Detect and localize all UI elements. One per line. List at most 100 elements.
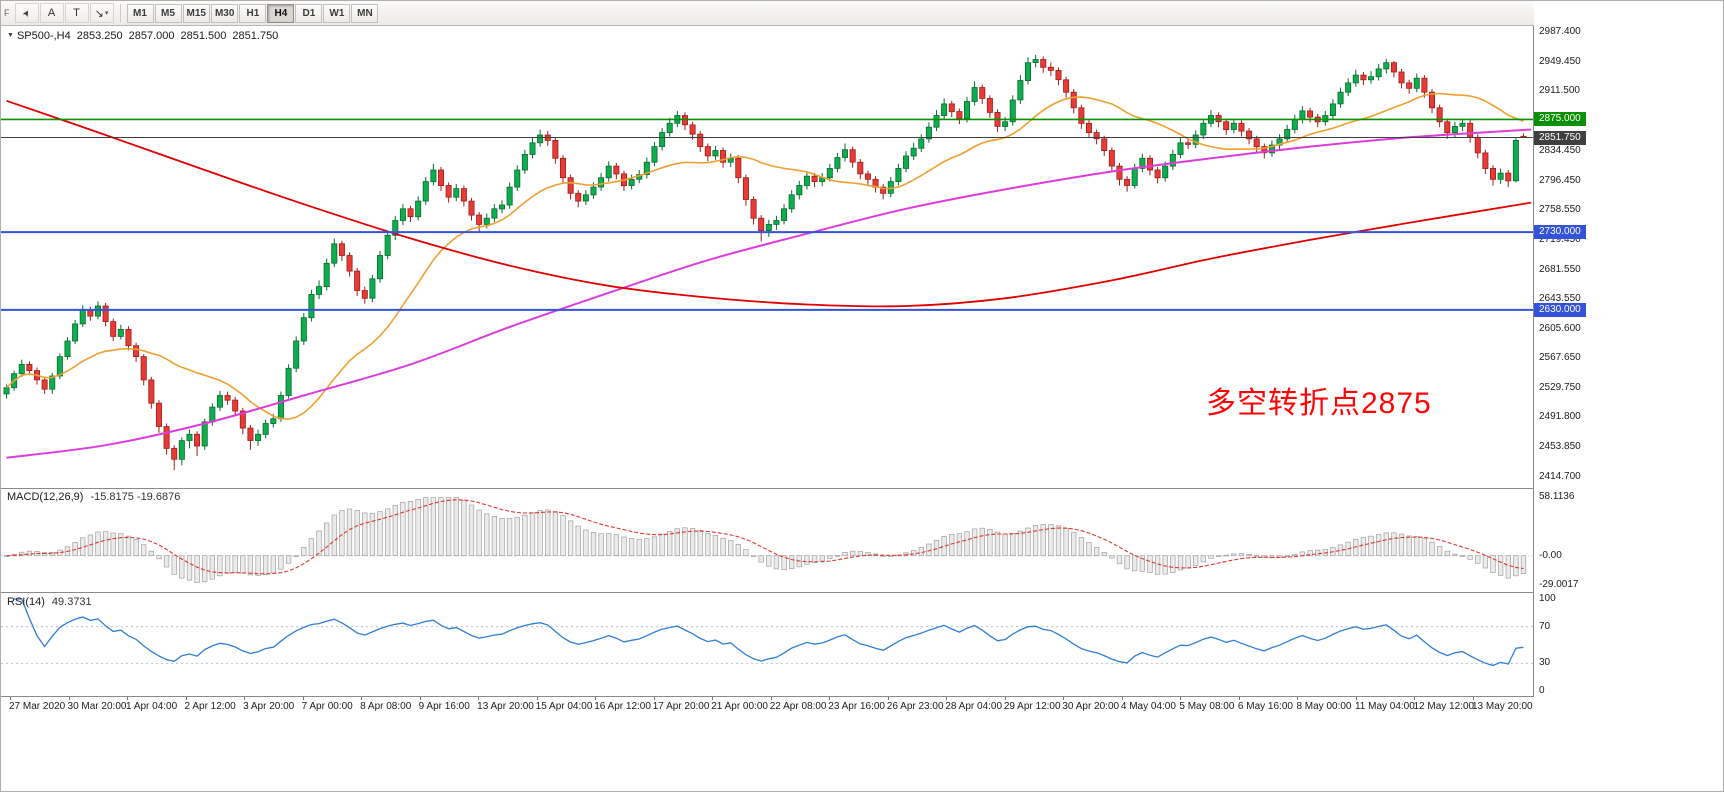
- time-tick: [1355, 697, 1357, 700]
- time-tick: [1297, 697, 1299, 700]
- high-value: 2857.000: [128, 30, 175, 42]
- time-tick: [887, 697, 889, 700]
- axis-tick-label: 2758.550: [1539, 203, 1581, 215]
- time-label: 2 Apr 12:00: [184, 701, 236, 712]
- trendline-tool-button[interactable]: T: [64, 3, 89, 23]
- time-label: 23 Apr 16:00: [828, 701, 885, 712]
- time-tick: [10, 697, 11, 700]
- time-tick: [653, 697, 655, 700]
- time-label: 9 Apr 16:00: [418, 701, 470, 712]
- axis-tick-label: 2567.650: [1539, 352, 1581, 364]
- axis-tick-label: 2643.550: [1539, 293, 1581, 305]
- draw-arrows-dropdown-button[interactable]: ↘ ▾: [89, 3, 114, 23]
- time-label: 13 Apr 20:00: [477, 701, 534, 712]
- toolbar-prefix-label: F: [4, 8, 10, 18]
- rsi-line: [14, 598, 1524, 667]
- axis-tick-label: -29.0017: [1539, 579, 1579, 590]
- time-label: 30 Mar 20:00: [67, 701, 127, 712]
- time-label: 16 Apr 12:00: [594, 701, 651, 712]
- trendline-icon: T: [73, 7, 80, 19]
- axis-tick-label: 2453.850: [1539, 440, 1581, 452]
- price-axis[interactable]: 2987.400 2949.450 2911.500 2834.450 2796.450…: [1534, 1, 1723, 791]
- macd-name: MACD(12,26,9): [7, 491, 84, 503]
- time-label: 17 Apr 20:00: [652, 701, 710, 712]
- rsi-name: RSI(14): [7, 596, 45, 608]
- macd-chart-canvas[interactable]: [1, 489, 1533, 592]
- time-tick: [419, 697, 421, 700]
- time-tick: [1473, 697, 1474, 700]
- axis-tick-label: 2834.450: [1539, 144, 1581, 156]
- macd-indicator-pane[interactable]: [1, 489, 1533, 593]
- macd-values: -15.8175 -19.6876: [90, 491, 181, 503]
- time-label: 27 Mar 2020: [9, 701, 66, 712]
- axis-tick-label: 100: [1539, 593, 1556, 604]
- arrow-tool-icon: ↘: [94, 7, 104, 20]
- macd-indicator-label: MACD(12,26,9) -15.8175 -19.6876: [7, 491, 180, 503]
- time-axis[interactable]: 27 Mar 2020 30 Mar 20:00 1 Apr 04:00 2 Apr …: [1, 697, 1533, 715]
- time-label: 13 May 20:00: [1472, 701, 1533, 712]
- time-label: 8 Apr 08:00: [360, 701, 412, 712]
- timeframe-button-d1[interactable]: D1: [295, 4, 323, 23]
- rsi-indicator-pane[interactable]: [1, 593, 1533, 697]
- ma-red-line: [6, 99, 1532, 308]
- axis-tick-label: 2796.450: [1539, 174, 1581, 186]
- axis-divider: [1533, 26, 1534, 697]
- price-badge: 2630.000: [1534, 302, 1586, 317]
- time-tick: [244, 697, 246, 700]
- timeframe-button-m30[interactable]: M30: [210, 4, 239, 23]
- time-label: 3 Apr 20:00: [243, 701, 295, 712]
- text-tool-icon: A: [47, 7, 56, 19]
- time-tick: [361, 697, 363, 700]
- time-label: 1 Apr 04:00: [126, 701, 178, 712]
- axis-tick-label: 2949.450: [1539, 55, 1581, 67]
- time-label: 5 May 08:00: [1179, 701, 1235, 712]
- symbol-name: SP500-,H4: [16, 30, 71, 42]
- macd-histogram: [3, 497, 1527, 583]
- ma-magenta-line: [6, 128, 1532, 459]
- pointer-tool-button[interactable]: ➤: [14, 3, 39, 23]
- time-label: 8 May 00:00: [1296, 701, 1352, 712]
- axis-tick-label: 70: [1539, 620, 1551, 632]
- toolbar-separator: [119, 4, 121, 22]
- axis-tick-label: -0.00: [1539, 549, 1562, 561]
- time-tick: [68, 697, 70, 700]
- axis-tick-label: 2605.600: [1539, 322, 1581, 334]
- ma-orange-line: [5, 92, 1524, 420]
- text-tool-button[interactable]: A: [39, 3, 64, 23]
- axis-tick-label: 58.1136: [1539, 491, 1575, 502]
- timeframe-button-h1[interactable]: H1: [239, 4, 267, 23]
- open-value: 2853.250: [76, 30, 123, 42]
- rsi-chart-canvas[interactable]: [1, 593, 1533, 696]
- time-tick: [595, 697, 597, 700]
- time-label: 29 Apr 12:00: [1003, 701, 1061, 712]
- time-label: 28 Apr 04:00: [945, 701, 1003, 712]
- rsi-value: 49.3731: [51, 596, 92, 608]
- time-tick: [1238, 697, 1240, 700]
- time-tick: [1180, 697, 1182, 700]
- time-label: 12 May 12:00: [1413, 701, 1475, 712]
- toolbar: F ➤ A T ↘ ▾ M1 M5 M15 M30 H1 H4 D1 W1 MN: [1, 1, 1723, 26]
- axis-tick-label: 30: [1539, 657, 1551, 669]
- main-chart-pane[interactable]: [1, 26, 1533, 489]
- timeframe-button-h4[interactable]: H4: [267, 4, 295, 23]
- axis-tick-label: 2987.400: [1539, 26, 1581, 38]
- axis-tick-label: 2414.700: [1539, 471, 1581, 483]
- timeframe-button-w1[interactable]: W1: [323, 4, 351, 23]
- timeframe-button-m1[interactable]: M1: [126, 4, 154, 23]
- time-tick: [770, 697, 772, 700]
- candlestick-chart-canvas[interactable]: [1, 26, 1533, 488]
- timeframe-button-mn[interactable]: MN: [351, 4, 379, 23]
- time-tick: [1414, 697, 1416, 700]
- timeframe-button-m15[interactable]: M15: [182, 4, 210, 23]
- timeframe-button-m5[interactable]: M5: [154, 4, 182, 23]
- price-badge: 2730.000: [1534, 225, 1586, 240]
- timeframe-group: M1 M5 M15 M30 H1 H4 D1 W1 MN: [126, 3, 380, 23]
- time-tick: [1121, 697, 1123, 700]
- time-tick: [536, 697, 538, 700]
- axis-tick-label: 2529.750: [1539, 381, 1581, 393]
- axis-tick-label: 2681.550: [1539, 263, 1581, 275]
- time-tick: [127, 697, 129, 700]
- time-tick: [1063, 697, 1065, 700]
- axis-tick-label: 2491.800: [1539, 411, 1581, 423]
